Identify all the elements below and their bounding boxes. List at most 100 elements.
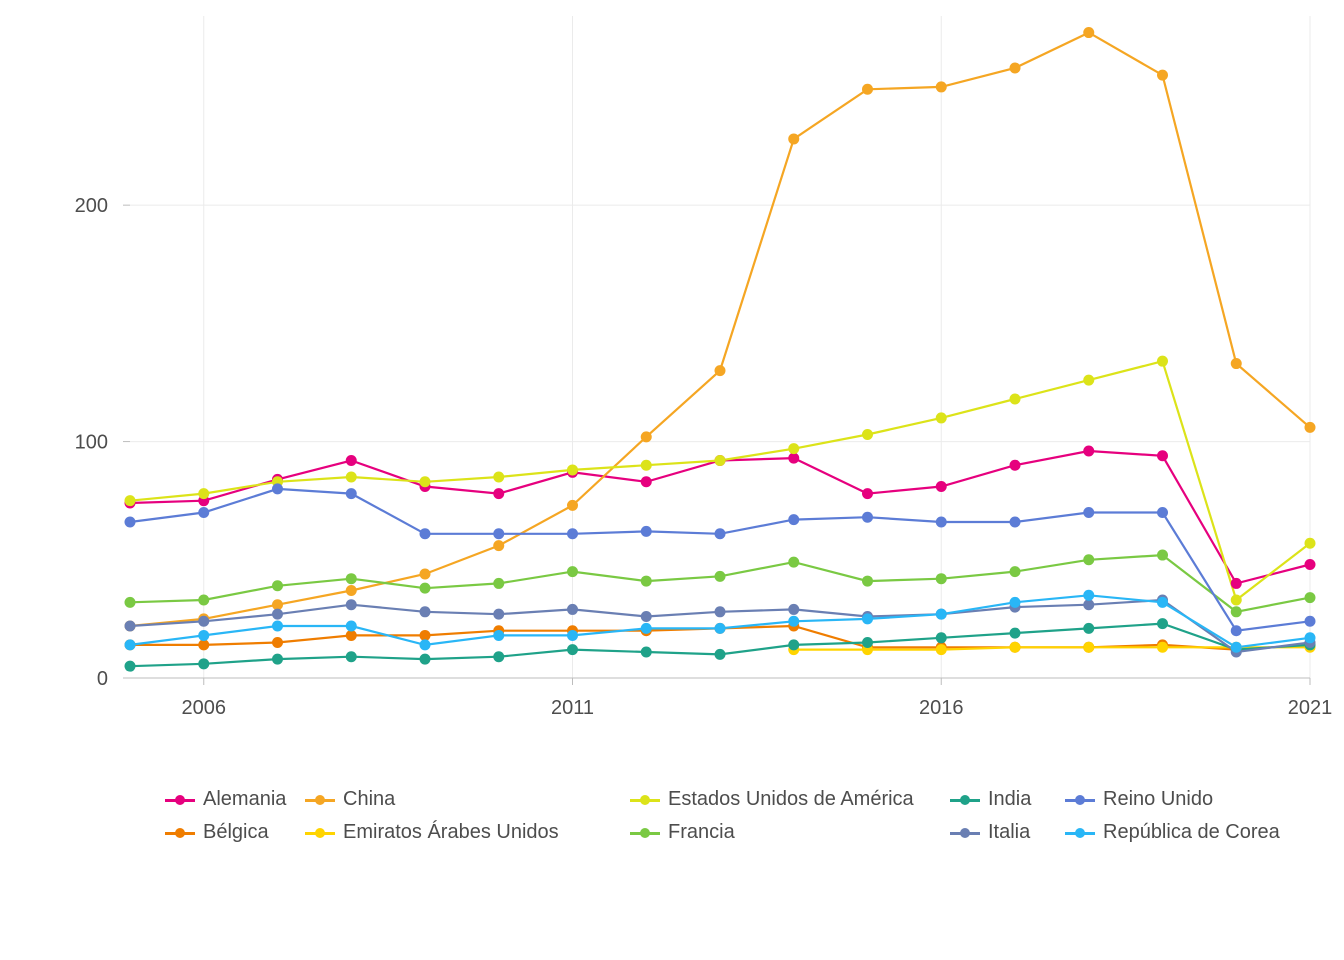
legend-swatch (1065, 793, 1095, 807)
legend-label: Francia (668, 821, 735, 844)
x-tick-label: 2016 (919, 697, 964, 719)
legend-swatch (630, 826, 660, 840)
series-marker-francia (1010, 566, 1021, 577)
series-marker-china (420, 568, 431, 579)
series-marker-india (1157, 618, 1168, 629)
series-marker-uk (125, 516, 136, 527)
series-marker-francia (346, 573, 357, 584)
x-tick-label: 2021 (1288, 697, 1333, 719)
legend-item-india[interactable]: India (950, 788, 1065, 811)
series-marker-korea (346, 620, 357, 631)
series-marker-china (1083, 27, 1094, 38)
legend-item-italia[interactable]: Italia (950, 821, 1065, 844)
series-marker-francia (788, 557, 799, 568)
legend-item-uk[interactable]: Reino Unido (1065, 788, 1315, 811)
series-marker-alemania (862, 488, 873, 499)
series-marker-india (567, 644, 578, 655)
series-marker-belgica (420, 630, 431, 641)
series-marker-china (1231, 358, 1242, 369)
series-marker-belgica (272, 637, 283, 648)
series-marker-francia (198, 594, 209, 605)
series-marker-uk (493, 528, 504, 539)
legend-swatch (630, 793, 660, 807)
series-marker-uk (715, 528, 726, 539)
series-marker-china (862, 84, 873, 95)
series-marker-eau (1083, 642, 1094, 653)
series-marker-eau (1010, 642, 1021, 653)
series-marker-india (272, 654, 283, 665)
series-marker-alemania (788, 453, 799, 464)
series-marker-usa (862, 429, 873, 440)
y-tick-label: 100 (75, 432, 108, 454)
series-marker-india (1010, 628, 1021, 639)
series-marker-uk (198, 507, 209, 518)
series-marker-usa (420, 476, 431, 487)
legend-item-korea[interactable]: República de Corea (1065, 821, 1315, 844)
legend-item-alemania[interactable]: Alemania (165, 788, 305, 811)
series-marker-china (272, 599, 283, 610)
series-marker-uk (567, 528, 578, 539)
series-marker-korea (198, 630, 209, 641)
series-marker-eau (1157, 642, 1168, 653)
series-marker-alemania (493, 488, 504, 499)
legend-label: Alemania (203, 788, 286, 811)
series-marker-china (788, 133, 799, 144)
series-marker-china (1305, 422, 1316, 433)
series-marker-china (1157, 70, 1168, 81)
series-marker-korea (715, 623, 726, 634)
legend-row: Alemania China Estados Unidos de América In… (165, 788, 1315, 811)
series-marker-alemania (1231, 578, 1242, 589)
legend-item-francia[interactable]: Francia (630, 821, 950, 844)
series-marker-korea (1010, 597, 1021, 608)
legend-swatch (1065, 826, 1095, 840)
series-marker-francia (493, 578, 504, 589)
series-marker-alemania (1157, 450, 1168, 461)
series-marker-uk (1231, 625, 1242, 636)
series-marker-italia (641, 611, 652, 622)
series-marker-belgica (198, 639, 209, 650)
series-marker-belgica (346, 630, 357, 641)
series-marker-korea (641, 623, 652, 634)
series-marker-francia (1083, 554, 1094, 565)
series-marker-uk (1083, 507, 1094, 518)
series-marker-italia (198, 616, 209, 627)
legend-swatch (950, 826, 980, 840)
legend-item-usa[interactable]: Estados Unidos de América (630, 788, 950, 811)
series-marker-india (420, 654, 431, 665)
series-marker-alemania (1010, 460, 1021, 471)
series-marker-china (493, 540, 504, 551)
series-marker-usa (567, 464, 578, 475)
series-marker-korea (420, 639, 431, 650)
series-marker-india (715, 649, 726, 660)
legend-label: República de Corea (1103, 821, 1280, 844)
series-marker-alemania (641, 476, 652, 487)
series-marker-india (346, 651, 357, 662)
legend-label: China (343, 788, 395, 811)
legend-item-belgica[interactable]: Bélgica (165, 821, 305, 844)
legend-item-china[interactable]: China (305, 788, 630, 811)
series-marker-korea (125, 639, 136, 650)
series-marker-korea (493, 630, 504, 641)
series-marker-usa (1231, 594, 1242, 605)
series-marker-francia (936, 573, 947, 584)
series-marker-francia (567, 566, 578, 577)
series-marker-francia (715, 571, 726, 582)
series-marker-korea (788, 616, 799, 627)
series-marker-korea (936, 609, 947, 620)
series-marker-uk (788, 514, 799, 525)
legend-label: Estados Unidos de América (668, 788, 914, 811)
legend-item-eau[interactable]: Emiratos Árabes Unidos (305, 821, 630, 844)
series-marker-francia (125, 597, 136, 608)
x-tick-label: 2011 (551, 697, 594, 719)
series-marker-alemania (1083, 446, 1094, 457)
series-marker-korea (1157, 597, 1168, 608)
series-marker-italia (715, 606, 726, 617)
y-tick-label: 200 (75, 195, 108, 217)
series-marker-francia (641, 576, 652, 587)
series-marker-italia (493, 609, 504, 620)
series-marker-india (198, 658, 209, 669)
legend-label: Reino Unido (1103, 788, 1213, 811)
legend-label: Emiratos Árabes Unidos (343, 821, 559, 844)
series-marker-korea (862, 613, 873, 624)
series-marker-usa (715, 455, 726, 466)
